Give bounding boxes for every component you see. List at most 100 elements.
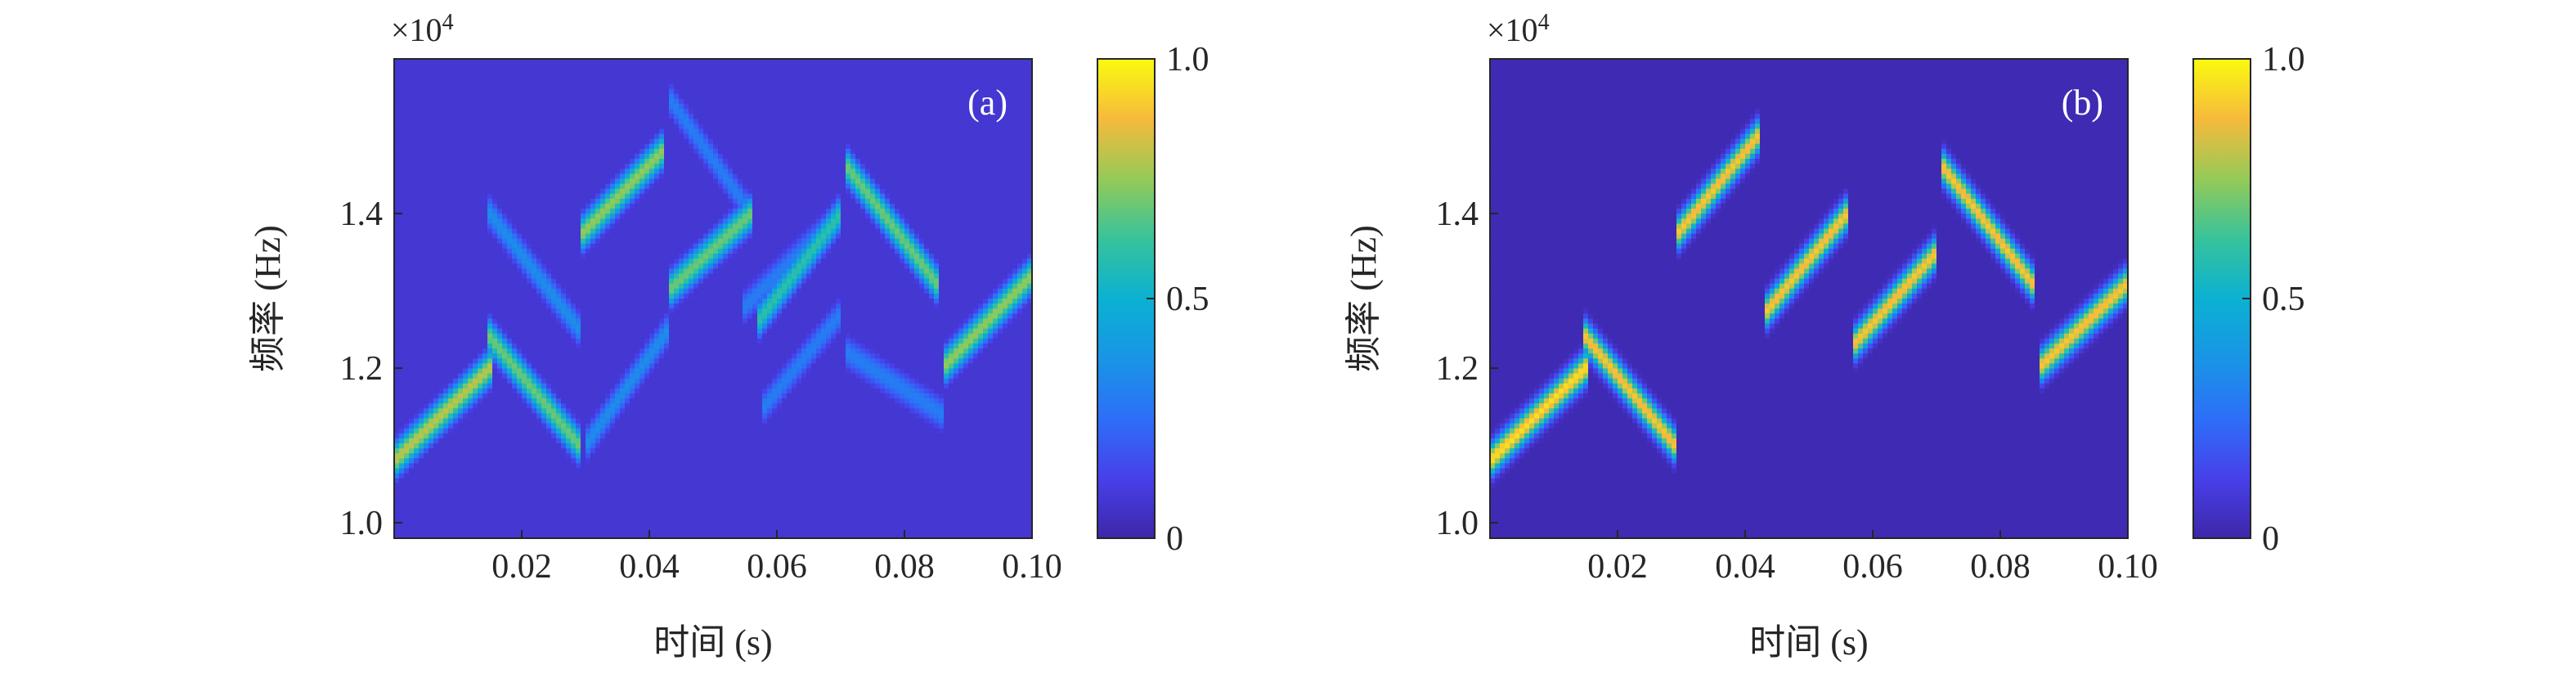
heatmap-cell: [414, 139, 420, 145]
heatmap-cell: [527, 249, 532, 254]
heatmap-cell: [536, 218, 542, 224]
heatmap-cell: [468, 479, 473, 484]
heatmap-cell: [507, 218, 513, 224]
heatmap-cell: [448, 339, 454, 344]
heatmap-cell: [414, 294, 420, 299]
heatmap-cell: [522, 334, 527, 339]
heatmap-cell: [473, 173, 478, 179]
heatmap-cell: [414, 374, 420, 380]
heatmap-cell: [414, 429, 420, 434]
heatmap-cell: [458, 303, 464, 309]
heatmap-cell: [571, 159, 577, 164]
heatmap-cell: [453, 273, 459, 279]
heatmap-cell: [468, 154, 473, 160]
heatmap-cell: [561, 279, 567, 285]
heatmap-cell: [561, 69, 567, 74]
heatmap-cell: [556, 498, 562, 504]
heatmap-cell: [502, 463, 508, 469]
heatmap-cell: [595, 458, 601, 464]
heatmap-cell: [576, 114, 581, 119]
heatmap-cell: [424, 234, 429, 240]
heatmap-cell: [615, 408, 621, 414]
heatmap-cell: [551, 69, 557, 74]
heatmap-cell: [605, 488, 611, 494]
heatmap-cell: [507, 168, 513, 174]
heatmap-cell: [551, 229, 557, 235]
heatmap-cell: [571, 339, 577, 344]
heatmap-cell: [448, 344, 454, 349]
heatmap-cell: [517, 379, 523, 384]
heatmap-cell: [536, 519, 542, 524]
heatmap-cell: [600, 308, 606, 314]
heatmap-cell: [536, 348, 542, 354]
heatmap-cell: [581, 279, 586, 285]
heatmap-cell: [482, 503, 488, 509]
heatmap-cell: [482, 398, 488, 404]
heatmap-cell: [453, 463, 459, 469]
heatmap-cell: [541, 258, 547, 264]
heatmap-cell: [478, 474, 483, 479]
heatmap-cell: [468, 59, 473, 65]
heatmap-cell: [522, 194, 527, 200]
heatmap-cell: [551, 254, 557, 259]
heatmap-cell: [414, 69, 420, 74]
heatmap-cell: [512, 109, 518, 115]
heatmap-cell: [497, 234, 503, 240]
heatmap-cell: [443, 324, 449, 330]
heatmap-cell: [571, 303, 577, 309]
heatmap-cell: [600, 434, 606, 439]
heatmap-cell: [595, 384, 601, 389]
heatmap-cell: [507, 528, 513, 534]
heatmap-cell: [497, 149, 503, 155]
heatmap-cell: [453, 294, 459, 299]
heatmap-cell: [546, 254, 552, 259]
heatmap-cell: [605, 413, 611, 419]
heatmap-cell: [429, 324, 434, 330]
heatmap-cell: [581, 179, 586, 185]
heatmap-cell: [478, 344, 483, 349]
heatmap-cell: [497, 239, 503, 245]
heatmap-cell: [487, 268, 493, 274]
heatmap-cell: [532, 154, 537, 160]
heatmap-cell: [404, 313, 410, 319]
heatmap-cell: [605, 179, 611, 185]
heatmap-cell: [536, 413, 542, 419]
heatmap-cell: [414, 64, 420, 70]
heatmap-cell: [502, 194, 508, 200]
heatmap-cell: [527, 389, 532, 394]
heatmap-cell: [546, 479, 552, 484]
heatmap-cell: [615, 69, 621, 74]
heatmap-cell: [507, 334, 513, 339]
heatmap-cell: [556, 408, 562, 414]
heatmap-cell: [556, 429, 562, 434]
heatmap-cell: [571, 64, 577, 70]
heatmap-cell: [409, 258, 415, 264]
heatmap-cell: [473, 209, 478, 214]
heatmap-cell: [443, 213, 449, 219]
heatmap-cell: [576, 498, 581, 504]
heatmap-cell: [433, 389, 439, 394]
heatmap-cell: [497, 299, 503, 304]
heatmap-cell: [561, 458, 567, 464]
heatmap-cell: [438, 438, 444, 444]
heatmap-cell: [463, 318, 469, 324]
heatmap-cell: [433, 249, 439, 254]
heatmap-cell: [463, 164, 469, 169]
heatmap-cell: [581, 308, 586, 314]
heatmap-cell: [497, 458, 503, 464]
heatmap-cell: [478, 458, 483, 464]
heatmap-cell: [541, 324, 547, 330]
heatmap-cell: [478, 384, 483, 389]
heatmap-cell: [468, 229, 473, 235]
heatmap-cell: [615, 284, 621, 290]
heatmap-cell: [561, 413, 567, 419]
heatmap-cell: [443, 479, 449, 484]
heatmap-cell: [561, 179, 567, 185]
heatmap-cell: [414, 513, 420, 519]
heatmap-cell: [541, 149, 547, 155]
heatmap-cell: [448, 513, 454, 519]
heatmap-cell: [536, 164, 542, 169]
heatmap-cell: [492, 503, 498, 509]
heatmap-cell: [527, 173, 532, 179]
heatmap-cell: [546, 329, 552, 335]
